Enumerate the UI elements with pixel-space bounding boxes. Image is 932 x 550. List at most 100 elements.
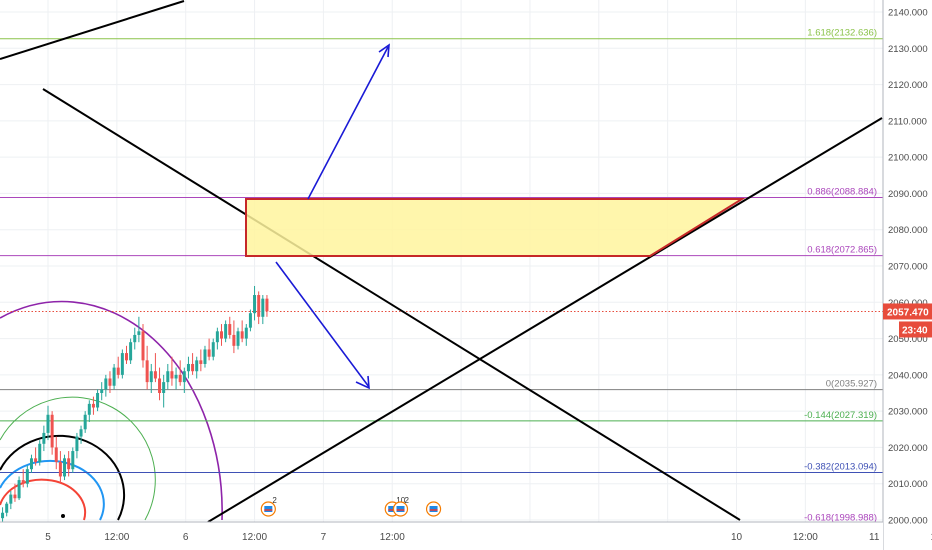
fib-level-label: 1.618(2132.636) <box>807 28 877 39</box>
candle-body <box>178 374 182 383</box>
price-axis[interactable] <box>883 0 932 550</box>
fib-level-label: 0.618(2072.865) <box>807 245 877 256</box>
trendline-top-left[interactable] <box>0 0 185 60</box>
event-markers: 2 10 2 <box>260 496 442 517</box>
price-badges: 2057.470 23:40 <box>883 303 932 338</box>
fib-level-label: -0.382(2013.094) <box>804 461 877 472</box>
fib-level-labels: 1.618(2132.636) 0.886(2088.884) 0.618(2072… <box>804 28 877 524</box>
fib-arc-red[interactable] <box>0 478 87 521</box>
candle-body <box>257 295 261 317</box>
candle-body <box>67 458 71 470</box>
candle-body <box>232 334 236 346</box>
y-tick-label: 2050.000 <box>888 334 928 345</box>
x-tick-labels: 512:00612:00712:001012:001112:001212:001… <box>45 532 932 543</box>
fib-arc-green[interactable] <box>0 396 156 521</box>
candle-body <box>195 360 199 372</box>
candle-body <box>71 451 75 470</box>
candle-body <box>104 378 108 390</box>
x-tick-label: 10 <box>731 532 743 543</box>
candle-body <box>75 436 79 452</box>
candle-body <box>34 458 38 462</box>
y-tick-label: 2020.000 <box>888 443 928 454</box>
candle-body <box>203 349 207 364</box>
candle-body <box>186 363 190 372</box>
x-tick-label: 6 <box>183 532 189 543</box>
event-count-badge: 2 <box>405 496 410 505</box>
last-price-text: 2057.470 <box>887 307 929 318</box>
grid <box>0 0 883 522</box>
candle-body <box>50 414 54 448</box>
trendline-descending[interactable] <box>42 88 741 521</box>
candle-body <box>25 469 29 484</box>
candle-body <box>137 331 141 335</box>
candle-body <box>141 331 145 361</box>
time-axis[interactable] <box>0 522 883 550</box>
candle-body <box>211 342 215 357</box>
candle-body <box>17 480 21 499</box>
candle-body <box>13 494 17 499</box>
candle-body <box>120 353 124 375</box>
countdown-text: 23:40 <box>902 325 928 336</box>
candle-body <box>153 371 157 379</box>
candle-body <box>29 458 33 470</box>
y-tick-label: 2100.000 <box>888 153 928 164</box>
y-tick-label: 2040.000 <box>888 370 928 381</box>
economic-event-icon[interactable]: 2 <box>260 496 277 517</box>
candle-body <box>215 331 219 343</box>
trendline-ascending[interactable] <box>207 117 883 523</box>
candle-body <box>236 331 240 346</box>
fib-arc-outer[interactable] <box>0 300 223 521</box>
arrow-down[interactable] <box>275 261 370 388</box>
candle-body <box>83 414 87 430</box>
highlight-zone[interactable] <box>245 198 746 257</box>
candle-body <box>58 461 62 477</box>
candle-body <box>207 349 211 357</box>
candle-body <box>158 378 162 393</box>
candle-body <box>265 298 269 312</box>
arrow-up[interactable] <box>307 46 389 200</box>
y-tick-label: 2080.000 <box>888 225 928 236</box>
candle-body <box>54 447 58 462</box>
candle-body <box>129 342 133 361</box>
candle-body <box>112 367 116 386</box>
flag-icon <box>264 506 273 512</box>
y-tick-label: 2140.000 <box>888 8 928 19</box>
candle-body <box>261 298 265 317</box>
candle-body <box>38 443 42 462</box>
y-tick-label: 2000.000 <box>888 516 928 527</box>
countdown-badge <box>899 321 932 338</box>
candle-body <box>91 403 95 408</box>
candle-body <box>199 360 203 364</box>
candle-body <box>79 429 83 437</box>
fib-arc-blue[interactable] <box>0 459 105 521</box>
fib-level-label: -0.618(1998.988) <box>804 513 877 524</box>
fib-arc-black[interactable] <box>0 434 126 521</box>
economic-event-icon[interactable]: 2 <box>392 496 410 517</box>
economic-event-icon[interactable] <box>425 501 442 517</box>
candle-body <box>248 313 252 328</box>
candle-body <box>145 360 149 383</box>
candle-body <box>240 331 244 339</box>
arrow-up-head <box>378 43 390 58</box>
y-tick-label: 2120.000 <box>888 80 928 91</box>
candle-body <box>166 371 170 383</box>
y-tick-label: 2110.000 <box>888 116 927 127</box>
candle-body <box>253 295 257 314</box>
x-tick-label: 12:00 <box>931 532 932 543</box>
drawings-back <box>0 300 223 521</box>
fib-level-lines <box>0 38 883 525</box>
fib-arc-center <box>61 514 65 518</box>
candle-body <box>149 371 153 383</box>
fib-level-label: 0(2035.927) <box>826 379 877 390</box>
arrow-down-head <box>355 375 370 390</box>
candle-body <box>174 374 178 379</box>
y-tick-label: 2130.000 <box>888 44 928 55</box>
flag-icon <box>388 506 397 512</box>
fib-level-label: -0.144(2027.319) <box>804 410 877 421</box>
y-tick-label: 2060.000 <box>888 298 928 309</box>
drawings-front <box>0 0 883 523</box>
event-count-badge: 2 <box>272 496 277 505</box>
candle-body <box>191 363 195 372</box>
